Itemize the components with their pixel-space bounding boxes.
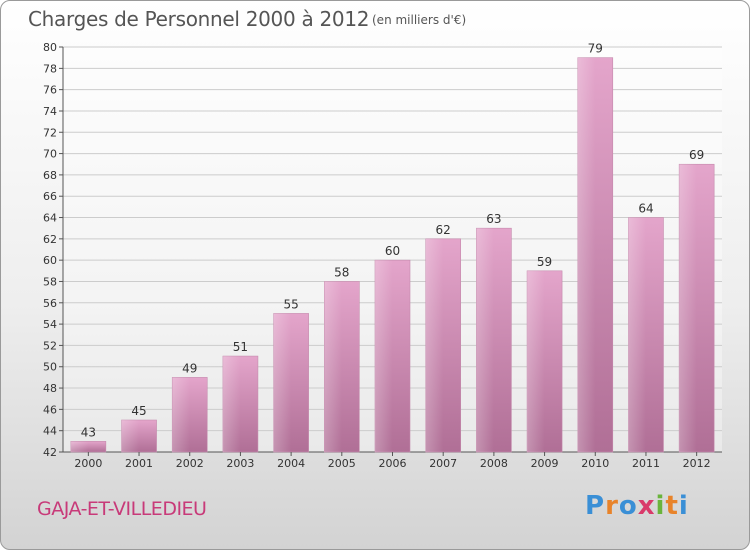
x-tick-label: 2004	[277, 457, 305, 470]
x-axis: 2000 2001 2002 2003 2004 2005 2006 2007 2008 2009…	[74, 452, 711, 470]
x-tick-label: 2002	[176, 457, 204, 470]
x-tick-label: 2000	[74, 457, 102, 470]
y-tick-label: 60	[43, 254, 57, 267]
data-label: 62	[436, 223, 451, 237]
logo-letter: x	[637, 491, 656, 521]
y-tick-label: 66	[43, 190, 57, 203]
y-tick-label: 44	[43, 425, 57, 438]
y-tick-label: 52	[43, 339, 57, 352]
y-tick-label: 58	[43, 275, 57, 288]
logo-letter: P	[585, 491, 606, 521]
x-tick-label: 2007	[429, 457, 457, 470]
bar-highlight	[577, 57, 596, 452]
data-label: 45	[131, 404, 146, 418]
y-tick-label: 42	[43, 446, 57, 459]
unit-note: (en milliers d'€)	[372, 13, 467, 27]
bar-highlight	[527, 270, 545, 452]
bar-highlight	[172, 377, 190, 452]
x-tick-label: 2003	[226, 457, 254, 470]
x-tick-label: 2008	[480, 457, 508, 470]
bar-highlight	[70, 441, 89, 452]
bar-highlight	[324, 281, 342, 452]
chart-title: Charges de Personnel 2000 à 2012	[28, 7, 370, 31]
bar-highlight	[222, 356, 241, 452]
data-label: 63	[486, 212, 501, 226]
data-label: 43	[81, 425, 96, 439]
bar-highlight	[273, 313, 292, 452]
commune-name: GAJA-ET-VILLEDIEU	[37, 498, 207, 520]
y-tick-label: 70	[43, 148, 57, 161]
x-tick-label: 2006	[379, 457, 407, 470]
bar-highlight	[425, 238, 444, 452]
y-tick-label: 80	[43, 41, 57, 54]
x-tick-label: 2009	[531, 457, 559, 470]
data-label: 49	[182, 361, 197, 375]
bars: 43 45 49 51 55 58 60 62 63 59 79 64 69	[70, 42, 715, 453]
x-tick-label: 2010	[581, 457, 609, 470]
data-label: 64	[638, 202, 653, 216]
data-label: 79	[588, 42, 603, 56]
logo-letter: i	[655, 491, 666, 521]
y-tick-label: 72	[43, 126, 57, 139]
y-tick-label: 62	[43, 233, 57, 246]
data-label: 59	[537, 255, 552, 269]
x-tick-label: 2012	[683, 457, 711, 470]
data-label: 69	[689, 148, 704, 162]
logo-letter: t	[665, 491, 679, 521]
data-label: 60	[385, 244, 400, 258]
proxiti-logo: Proxiti	[585, 491, 689, 521]
logo-letter: i	[678, 491, 689, 521]
x-tick-label: 2011	[632, 457, 660, 470]
logo-letter: r	[605, 491, 619, 521]
bar-highlight	[628, 217, 646, 452]
bar-highlight	[476, 228, 494, 452]
data-label: 51	[233, 340, 248, 354]
x-tick-label: 2001	[125, 457, 153, 470]
y-tick-label: 46	[43, 403, 57, 416]
bar-highlight	[375, 260, 393, 452]
data-label: 55	[283, 297, 298, 311]
y-tick-label: 48	[43, 382, 57, 395]
y-tick-label: 50	[43, 361, 57, 374]
y-tick-label: 68	[43, 169, 57, 182]
x-tick-label: 2005	[328, 457, 356, 470]
y-tick-label: 76	[43, 84, 57, 97]
bar-highlight	[121, 420, 140, 452]
bar-highlight	[679, 164, 697, 452]
y-tick-label: 78	[43, 62, 57, 75]
data-label: 58	[334, 265, 349, 279]
logo-letter: o	[618, 491, 638, 521]
y-tick-label: 74	[43, 105, 57, 118]
y-tick-label: 56	[43, 297, 57, 310]
y-tick-label: 54	[43, 318, 57, 331]
y-tick-label: 64	[43, 212, 57, 225]
